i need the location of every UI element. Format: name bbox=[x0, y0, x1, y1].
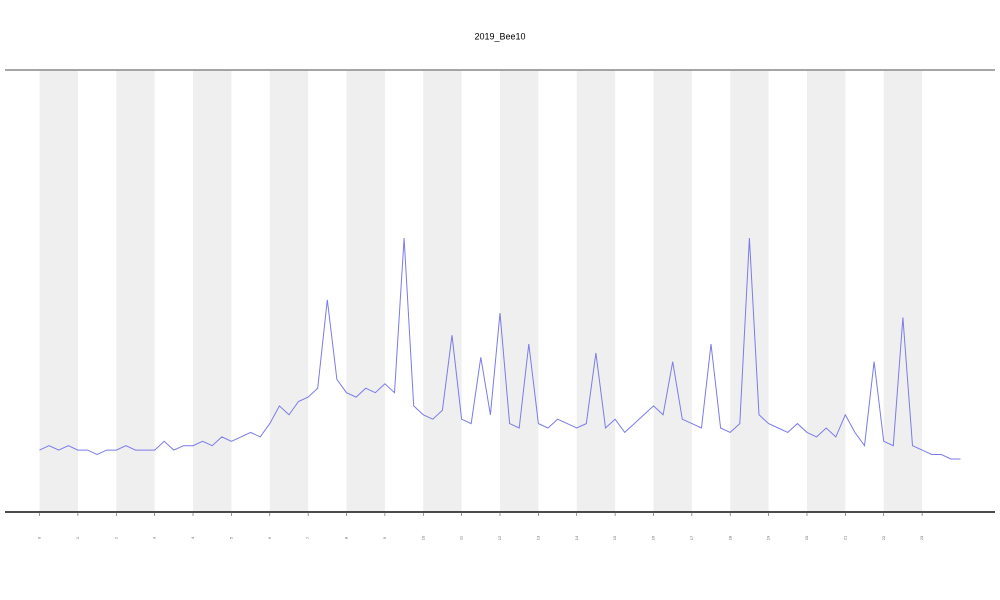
x-tick-label: 11 bbox=[459, 535, 464, 540]
x-tick-label: 16 bbox=[651, 535, 656, 540]
x-tick-label: 7 bbox=[305, 536, 310, 539]
x-tick-label: 18 bbox=[727, 535, 732, 540]
band bbox=[730, 70, 769, 512]
x-tick-label: 0 bbox=[37, 536, 42, 539]
day-bands bbox=[39, 70, 923, 512]
x-tick-label: 23 bbox=[919, 535, 924, 540]
band bbox=[346, 70, 385, 512]
x-tick-label: 5 bbox=[228, 536, 233, 539]
chart-title: 2019_Bee10 bbox=[474, 31, 525, 41]
x-tick-label: 21 bbox=[842, 535, 847, 540]
x-tick-label: 19 bbox=[766, 535, 771, 540]
band bbox=[806, 70, 846, 512]
x-tick-label: 8 bbox=[344, 536, 349, 539]
band bbox=[423, 70, 462, 512]
x-tick-label: 17 bbox=[689, 535, 694, 540]
x-tick-label: 6 bbox=[267, 536, 272, 539]
band bbox=[39, 70, 78, 512]
band bbox=[653, 70, 692, 512]
x-tick-label: 9 bbox=[382, 536, 387, 539]
x-tick-label: 10 bbox=[420, 535, 425, 540]
x-tick-label: 14 bbox=[574, 535, 579, 540]
x-tick-label: 15 bbox=[612, 535, 617, 540]
x-tick-label: 3 bbox=[152, 536, 157, 539]
x-tick-label: 2 bbox=[113, 536, 118, 539]
x-tick-label: 1 bbox=[75, 536, 80, 539]
series-line bbox=[39, 237, 961, 460]
band bbox=[576, 70, 616, 512]
x-tick-label: 22 bbox=[881, 535, 886, 540]
band bbox=[116, 70, 155, 512]
x-tick-label: 20 bbox=[804, 535, 809, 540]
band bbox=[883, 70, 923, 512]
x-tick-label: 13 bbox=[535, 535, 540, 540]
x-tick-label: 12 bbox=[497, 535, 502, 540]
band bbox=[500, 70, 539, 512]
x-tick-label: 4 bbox=[190, 536, 195, 539]
band bbox=[269, 70, 309, 512]
